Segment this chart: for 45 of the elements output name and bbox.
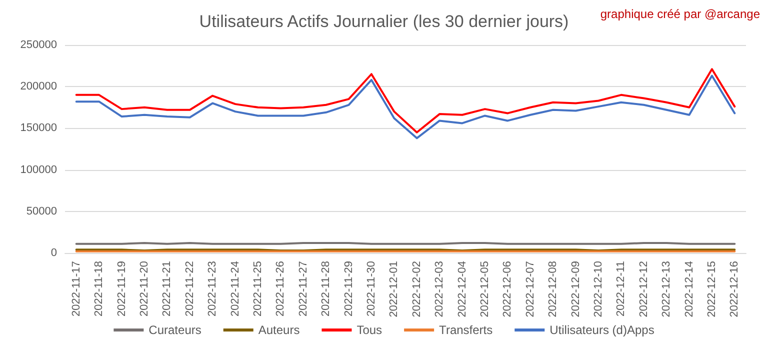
x-tick-label: 2022-12-04 — [456, 261, 468, 318]
x-tick-label: 2022-11-29 — [342, 261, 355, 316]
y-tick-label: 50000 — [26, 205, 57, 218]
x-tick-label: 2022-11-25 — [252, 261, 264, 316]
x-tick-label: 2022-11-22 — [184, 261, 196, 316]
x-tick-label: 2022-12-09 — [570, 261, 582, 318]
legend-label: Auteurs — [258, 323, 300, 337]
text: graphique créé par @arcange — [600, 7, 760, 21]
x-tick-label: 2022-12-01 — [388, 261, 400, 318]
legend-label: Curateurs — [148, 323, 202, 337]
chart-title: Utilisateurs Actifs Journalier (les 30 dernier jours) — [199, 12, 569, 31]
y-tick-label: 200000 — [20, 80, 57, 93]
x-tick-label: 2022-11-19 — [116, 261, 128, 316]
x-tick-label: 2022-12-13 — [660, 261, 673, 318]
x-tick-label: 2022-11-27 — [297, 261, 310, 316]
line-series — [75, 74, 736, 140]
x-tick-label: 2022-12-14 — [683, 261, 696, 318]
y-tick-label: 0 — [50, 247, 57, 259]
legend-label: Transferts — [439, 323, 493, 337]
x-tick-label: 2022-11-20 — [138, 261, 150, 316]
x-tick-label: 2022-12-06 — [502, 261, 514, 318]
x-tick-label: 2022-11-26 — [274, 261, 287, 316]
line-series — [75, 68, 736, 134]
x-tick-label: 2022-12-05 — [478, 261, 491, 318]
x-tick-label: 2022-11-30 — [365, 261, 378, 316]
x-tick-label: 2022-12-16 — [728, 261, 741, 318]
y-tick-label: 150000 — [20, 122, 57, 134]
x-tick-label: 2022-12-15 — [706, 261, 718, 318]
x-tick-label: 2022-11-28 — [320, 261, 332, 316]
legend-label: Tous — [356, 323, 382, 337]
x-tick-label: 2022-11-24 — [229, 261, 242, 316]
x-tick-label: 2022-12-07 — [524, 261, 536, 318]
x-tick-label: 2022-12-12 — [638, 261, 650, 318]
y-tick-label: 250000 — [20, 39, 57, 51]
x-tick-label: 2022-11-17 — [70, 261, 82, 316]
x-tick-label: 2022-12-02 — [410, 261, 423, 318]
x-tick-label: 2022-11-21 — [161, 261, 174, 316]
x-tick-label: 2022-12-11 — [615, 261, 628, 316]
x-tick-label: 2022-12-10 — [592, 261, 604, 318]
x-tick-label: 2022-12-03 — [434, 261, 446, 318]
legend-label: Utilisateurs (d)Apps — [550, 323, 654, 337]
x-tick-label: 2022-12-08 — [547, 261, 560, 318]
y-tick-label: 100000 — [20, 164, 57, 176]
x-tick-label: 2022-11-18 — [93, 261, 106, 316]
x-tick-label: 2022-11-23 — [206, 261, 219, 316]
